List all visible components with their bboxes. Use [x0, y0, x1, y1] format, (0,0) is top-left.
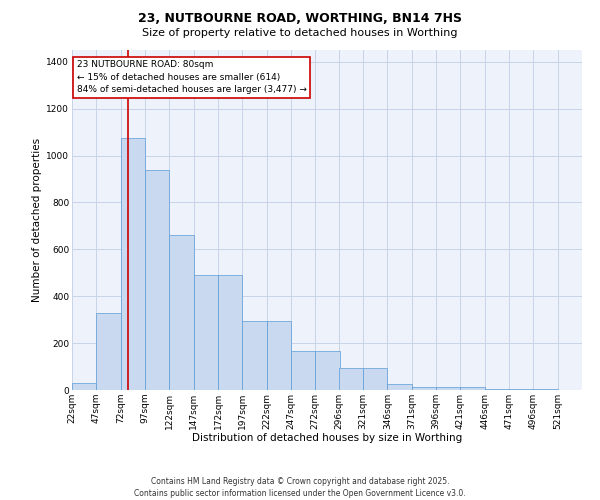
Bar [194, 275, 218, 390]
Text: 23 NUTBOURNE ROAD: 80sqm
← 15% of detached houses are smaller (614)
84% of semi-: 23 NUTBOURNE ROAD: 80sqm ← 15% of detach… [77, 60, 307, 94]
Y-axis label: Number of detached properties: Number of detached properties [32, 138, 42, 302]
Bar [460, 387, 485, 390]
Bar [485, 389, 509, 390]
X-axis label: Distribution of detached houses by size in Worthing: Distribution of detached houses by size … [192, 434, 462, 444]
Bar [388, 384, 412, 390]
Bar [316, 352, 340, 390]
Bar [97, 312, 121, 390]
Bar [242, 321, 266, 390]
Bar [291, 352, 316, 390]
Text: 23, NUTBOURNE ROAD, WORTHING, BN14 7HS: 23, NUTBOURNE ROAD, WORTHING, BN14 7HS [138, 12, 462, 26]
Bar [145, 170, 169, 390]
Bar [338, 368, 363, 390]
Bar [121, 138, 145, 390]
Bar [412, 387, 436, 390]
Bar [363, 368, 388, 390]
Bar [266, 321, 291, 390]
Bar [72, 383, 97, 390]
Text: Contains HM Land Registry data © Crown copyright and database right 2025.
Contai: Contains HM Land Registry data © Crown c… [134, 476, 466, 498]
Bar [509, 389, 533, 390]
Bar [436, 387, 460, 390]
Text: Size of property relative to detached houses in Worthing: Size of property relative to detached ho… [142, 28, 458, 38]
Bar [169, 235, 194, 390]
Bar [218, 275, 242, 390]
